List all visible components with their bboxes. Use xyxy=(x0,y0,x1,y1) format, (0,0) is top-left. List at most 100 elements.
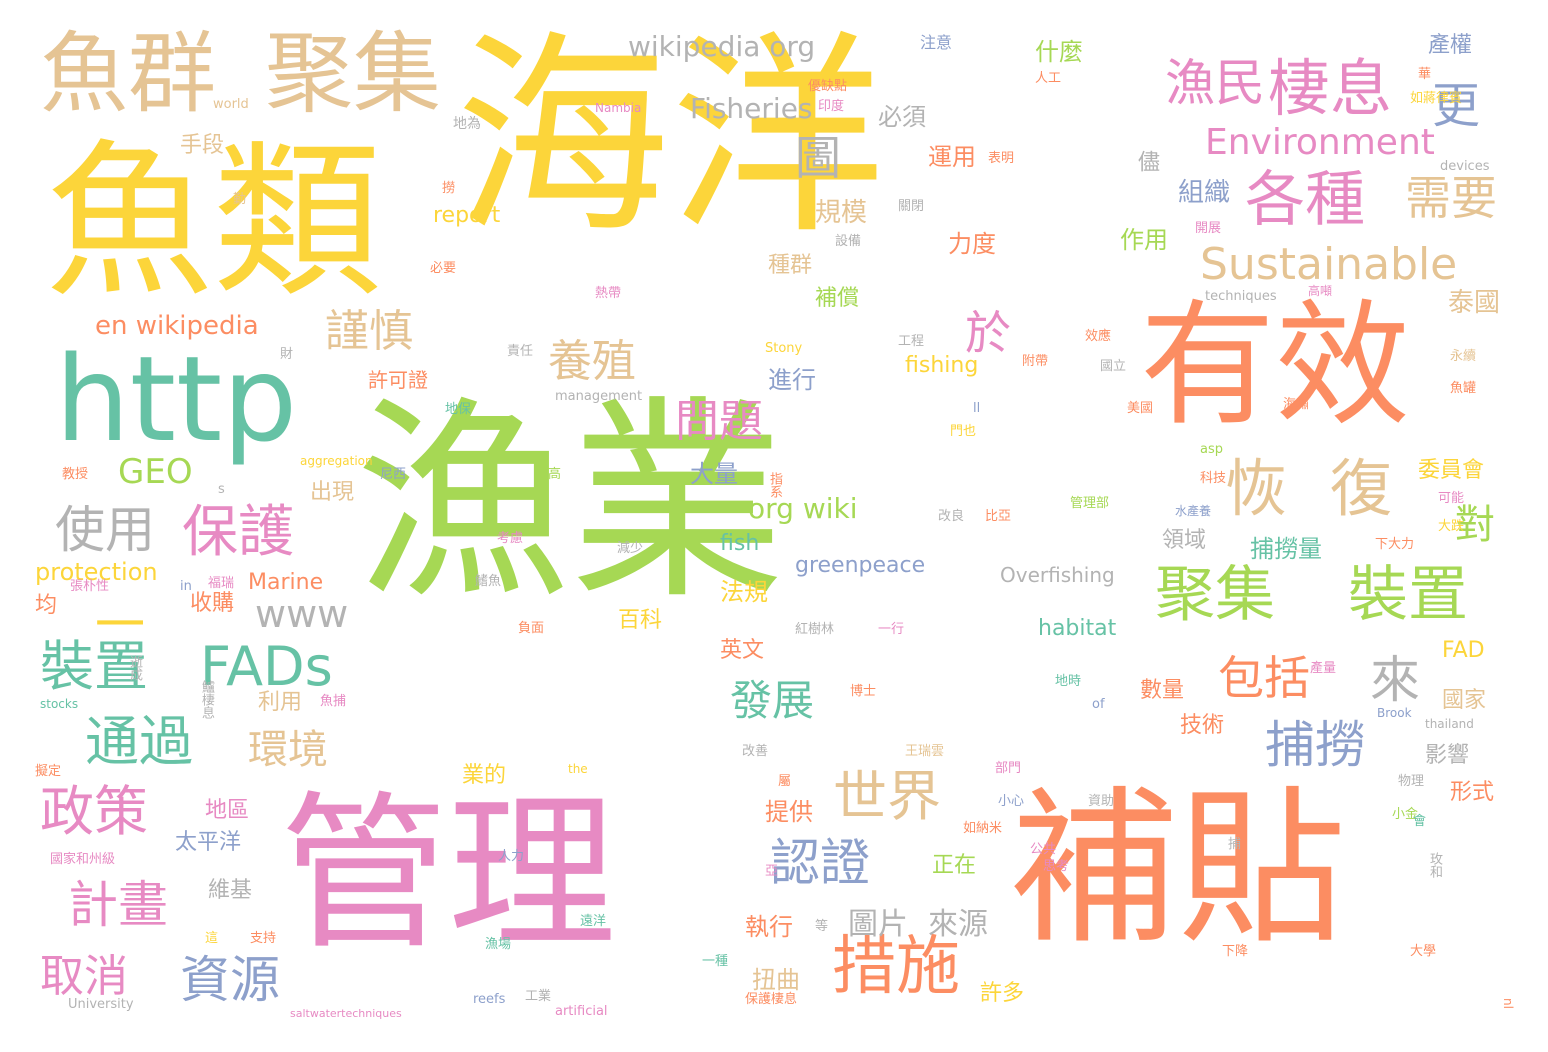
cloud-word: 高噸 xyxy=(1308,284,1333,298)
cloud-word: 利用 xyxy=(258,690,303,715)
cloud-word: 出現 xyxy=(310,480,355,505)
cloud-word: 海嘯 xyxy=(1283,397,1310,412)
cloud-word: devices xyxy=(1440,159,1490,174)
cloud-word: 人工 xyxy=(1035,71,1062,86)
cloud-word: of xyxy=(1092,697,1105,712)
cloud-word: 大量 xyxy=(690,460,738,488)
cloud-word: 力度 xyxy=(948,230,996,258)
cloud-word: 擬定 xyxy=(35,764,62,779)
cloud-word: 玫和 xyxy=(1427,852,1442,878)
cloud-word: 一行 xyxy=(878,622,905,637)
cloud-word: 發展 xyxy=(730,676,815,725)
cloud-word: 補貼 xyxy=(1010,771,1346,967)
cloud-word: thailand xyxy=(1425,717,1474,731)
cloud-word: Marine xyxy=(248,570,324,595)
cloud-word: 取消 xyxy=(40,951,128,1002)
cloud-word: wikipedia org xyxy=(628,30,816,63)
cloud-word: protection xyxy=(35,558,158,586)
cloud-word: 部門 xyxy=(995,761,1022,776)
cloud-word: 下降 xyxy=(1222,944,1249,959)
cloud-word: 養殖 xyxy=(548,336,636,387)
cloud-word: 管理部 xyxy=(1070,496,1110,511)
cloud-word: 大跌 xyxy=(1438,519,1465,534)
cloud-word: 水產養 xyxy=(1175,504,1212,518)
cloud-word: 許可證 xyxy=(368,368,428,392)
cloud-word: nl xyxy=(1501,998,1515,1009)
cloud-word: 鱸棲息 xyxy=(199,680,214,719)
cloud-word: 減少 xyxy=(617,541,644,556)
cloud-word: 下大力 xyxy=(1375,537,1415,552)
cloud-word: 種群 xyxy=(768,253,813,278)
cloud-word: 百科 xyxy=(618,608,663,633)
cloud-word: 對 xyxy=(1455,502,1495,548)
cloud-word: 地區 xyxy=(205,798,250,823)
cloud-word: 博士 xyxy=(850,684,877,699)
cloud-word: 必要 xyxy=(430,261,457,276)
cloud-word: 逝成 xyxy=(127,655,142,681)
cloud-word: Brook xyxy=(1377,706,1412,720)
cloud-word: Stony xyxy=(765,341,803,356)
cloud-word: org wiki xyxy=(748,492,858,525)
cloud-word: 提供 xyxy=(765,798,813,826)
cloud-word: 正在 xyxy=(932,853,977,878)
cloud-word: 數量 xyxy=(1140,678,1185,703)
cloud-word: 鰭魚 xyxy=(475,574,502,589)
cloud-word: FAD xyxy=(1442,638,1485,663)
cloud-word: 恢 xyxy=(1225,452,1288,525)
cloud-word: 世界 xyxy=(833,765,941,828)
cloud-word: reefs xyxy=(473,992,506,1007)
cloud-word: 許多 xyxy=(980,981,1025,1006)
cloud-word: 附帶 xyxy=(1022,354,1049,369)
cloud-word: 更 xyxy=(1432,78,1481,134)
cloud-word: 英文 xyxy=(720,638,765,663)
cloud-word: 優缺點 xyxy=(808,79,848,94)
cloud-word: 地保 xyxy=(445,402,472,417)
cloud-word: s xyxy=(218,482,225,497)
cloud-word: the xyxy=(568,762,588,776)
cloud-word: 捕 xyxy=(1228,837,1242,852)
cloud-word: 門也 xyxy=(950,424,977,439)
cloud-word: 維基 xyxy=(208,878,253,903)
cloud-word: Nambia xyxy=(595,101,642,115)
cloud-word: 於 xyxy=(965,306,1011,360)
cloud-word: 組織 xyxy=(1178,178,1231,208)
cloud-word: 國家 xyxy=(1442,688,1487,713)
cloud-word: 表明 xyxy=(988,151,1015,166)
cloud-word: 保護棲息 xyxy=(745,992,798,1007)
cloud-word: 工程 xyxy=(898,334,925,349)
cloud-word: 可能 xyxy=(1438,491,1465,506)
cloud-word: 一 xyxy=(95,596,145,654)
cloud-word: 紅樹林 xyxy=(795,622,835,637)
cloud-word: Fisheries xyxy=(690,92,813,125)
cloud-word: 保護 xyxy=(182,500,294,565)
cloud-word: 如納米 xyxy=(963,821,1003,836)
cloud-word: 撈 xyxy=(442,181,456,196)
cloud-word: 改善 xyxy=(742,744,769,759)
cloud-word: http xyxy=(55,330,298,468)
cloud-word: 物理 xyxy=(1398,774,1425,789)
cloud-word: 太平洋 xyxy=(175,830,242,855)
cloud-word: management xyxy=(555,389,643,404)
cloud-word: 環境 xyxy=(248,727,328,773)
cloud-word: 裝置 xyxy=(40,635,148,698)
cloud-word: 張朴性 xyxy=(70,579,110,594)
cloud-word: 產量 xyxy=(1310,661,1337,676)
cloud-word: 認證 xyxy=(770,834,870,892)
cloud-word: GEO xyxy=(118,452,193,492)
cloud-word: www xyxy=(255,592,349,636)
cloud-word: 提高 xyxy=(535,467,562,482)
cloud-word: fishing xyxy=(905,353,979,378)
cloud-word: in xyxy=(180,579,192,594)
cloud-word: 如蔣律賓 xyxy=(1410,91,1463,106)
cloud-word: world xyxy=(213,97,249,112)
cloud-word: 屬 xyxy=(778,774,792,789)
cloud-word: 儘 xyxy=(1134,150,1159,172)
cloud-word: 什麼 xyxy=(1035,38,1083,66)
cloud-word: 一種 xyxy=(702,954,729,969)
cloud-word: 永續 xyxy=(1450,349,1477,364)
cloud-word: 需要 xyxy=(1405,171,1497,225)
cloud-word: 進行 xyxy=(768,366,816,394)
cloud-word: 聚集 xyxy=(265,22,442,125)
cloud-word: 政策 xyxy=(40,780,148,843)
